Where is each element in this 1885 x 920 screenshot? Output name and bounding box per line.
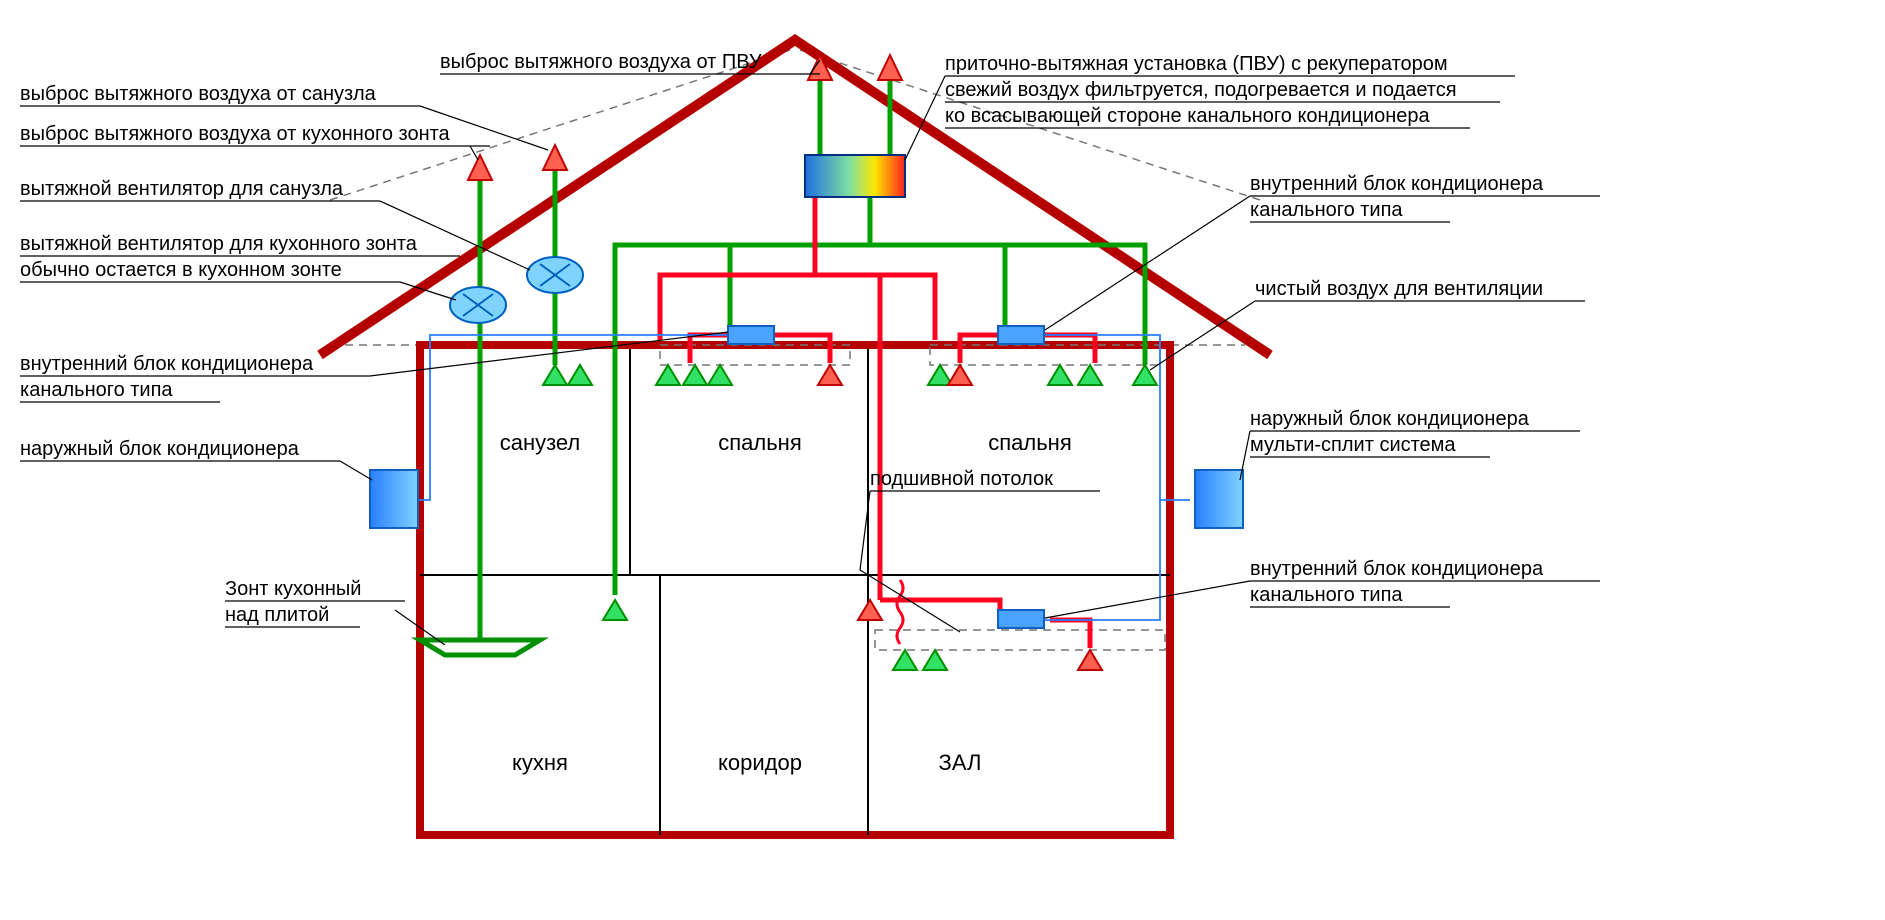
- roof-cowl-intake-icon: [878, 55, 902, 80]
- callout-c14-text1: внутренний блок кондиционера: [1250, 558, 1544, 580]
- indoor-unit-3-icon: [998, 610, 1044, 628]
- duct-green-main-left: [615, 195, 870, 595]
- callout-c9-text2: свежий воздух фильтруется, подогревается…: [945, 79, 1457, 101]
- callout-c9-text3: ко всасывающей стороне канального кондиц…: [945, 105, 1430, 127]
- room-label-kukhnya: кухня: [512, 750, 568, 775]
- callout-c9-text1: приточно-вытяжная установка (ПВУ) с реку…: [945, 53, 1448, 75]
- callout-c3-text: выброс вытяжного воздуха от кухонного зо…: [20, 123, 451, 145]
- callout-c13-text: подшивной потолок: [870, 468, 1053, 490]
- callout-c12-text1: наружный блок кондиционера: [1250, 408, 1530, 430]
- callout-c5-text1: вытяжной вентилятор для кухонного зонта: [20, 233, 418, 255]
- diffusers-upper: [543, 365, 1157, 385]
- red-right-feed: [815, 275, 935, 340]
- callout-c10-text1: внутренний блок кондиционера: [1250, 173, 1544, 195]
- indoor-unit-1-icon: [728, 326, 774, 344]
- room-label-zal: ЗАЛ: [939, 750, 982, 775]
- callout-c7-text: наружный блок кондиционера: [20, 438, 300, 460]
- red-left-feed: [660, 195, 815, 340]
- red-flex-line: [897, 580, 903, 644]
- callout-c2-text: выброс вытяжного воздуха от санузла: [20, 83, 377, 105]
- callout-c11-text: чистый воздух для вентиляции: [1255, 278, 1543, 300]
- roof-cowl-kitchen-icon: [468, 155, 492, 180]
- callout-c4-text: вытяжной вентилятор для санузла: [20, 178, 344, 200]
- callout-c8-text2: над плитой: [225, 604, 329, 626]
- indoor-unit-2-icon: [998, 326, 1044, 344]
- room-label-koridor: коридор: [718, 750, 802, 775]
- callout-c14-leader: [1045, 581, 1250, 618]
- callout-c12-text2: мульти-сплит система: [1250, 434, 1456, 456]
- callout-c14-text2: канального типа: [1250, 584, 1403, 606]
- freon-right-b: [1035, 500, 1160, 620]
- kitchen-hood-icon: [420, 640, 540, 655]
- ahu-unit-icon: [805, 155, 905, 197]
- outdoor-unit-left-icon: [370, 470, 418, 528]
- callout-c10-text2: канального типа: [1250, 199, 1403, 221]
- callout-c12-leader: [1240, 431, 1250, 480]
- ceiling-soffit-3: [875, 630, 1165, 650]
- room-label-spalnya2: спальня: [988, 430, 1072, 455]
- red-hall-out: [1050, 620, 1090, 648]
- outdoor-unit-right-icon: [1195, 470, 1243, 528]
- fan-kitchen-icon: [450, 287, 506, 323]
- callout-c5-text2: обычно остается в кухонном зонте: [20, 259, 342, 281]
- callout-c6-text2: канального типа: [20, 379, 173, 401]
- callout-c6-text1: внутренний блок кондиционера: [20, 353, 314, 375]
- room-label-sanuzel: санузел: [500, 430, 581, 455]
- fan-bathroom-icon: [527, 257, 583, 293]
- room-label-spalnya1: спальня: [718, 430, 802, 455]
- hvac-diagram: санузел спальня спальня кухня коридор ЗА…: [0, 0, 1885, 920]
- callout-c3-leader: [470, 146, 478, 160]
- callout-c8-text1: Зонт кухонный: [225, 578, 361, 600]
- roof-cowl-bathroom-icon: [543, 145, 567, 170]
- callout-c1-text: выброс вытяжного воздуха от ПВУ: [440, 51, 762, 73]
- callout-c7-leader: [340, 461, 372, 480]
